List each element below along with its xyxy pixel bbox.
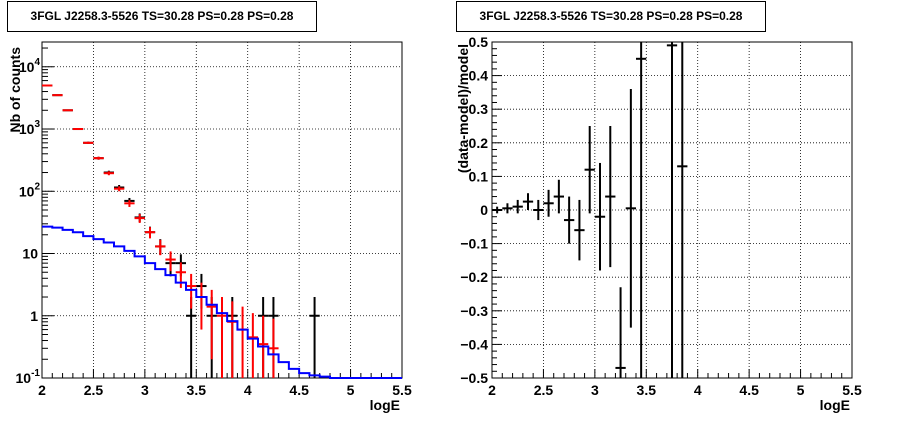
left-data-point <box>237 306 248 378</box>
right-y-tick-label: −0.4 <box>460 336 488 352</box>
right-data-point <box>625 89 636 328</box>
left-data-point <box>72 128 84 131</box>
left-x-tick-label: 5.5 <box>392 382 412 398</box>
left-y-tick-label: 102 <box>19 181 41 199</box>
right-x-tick-label: 3.5 <box>637 382 657 398</box>
right-y-tick-label: −0.1 <box>460 236 488 252</box>
right-data-point <box>615 287 626 378</box>
right-data-point <box>666 42 678 378</box>
right-data-point <box>512 199 523 214</box>
left-x-tick-label: 3 <box>141 382 149 398</box>
left-x-axis-label: logE <box>370 397 400 413</box>
right-data-point <box>553 179 564 214</box>
left-x-tick-label: 4 <box>244 382 252 398</box>
right-x-tick-label: 4 <box>694 382 702 398</box>
right-data-point <box>594 162 606 271</box>
right-data-point <box>502 203 513 214</box>
left-data-point <box>124 200 135 207</box>
right-x-axis-label: logE <box>820 397 850 413</box>
right-y-tick-label: −0.3 <box>460 303 488 319</box>
right-y-tick-label: 0 <box>480 202 488 218</box>
left-chart-title: 3FGL J2258.3-5526 TS=30.28 PS=0.28 PS=0.… <box>7 1 317 32</box>
left-data-point <box>175 262 186 288</box>
right-data-point <box>574 199 585 261</box>
right-x-tick-label: 2.5 <box>534 382 554 398</box>
left-data-point <box>114 186 125 192</box>
right-y-tick-label: 0.5 <box>469 34 489 50</box>
right-data-point <box>636 42 647 378</box>
right-y-tick-label: 0.3 <box>469 101 489 117</box>
left-data-point <box>247 313 258 378</box>
right-data-point <box>605 126 616 268</box>
right-data-point <box>564 196 575 244</box>
left-y-tick-label: 10 <box>22 246 38 262</box>
right-data-point <box>533 199 544 221</box>
left-data-point <box>103 171 114 176</box>
left-x-tick-label: 3.5 <box>187 382 207 398</box>
left-data-point <box>216 297 228 378</box>
left-data-point <box>186 297 197 378</box>
left-data-point <box>134 214 145 223</box>
left-data-point <box>186 273 197 309</box>
right-x-tick-label: 5.5 <box>842 382 862 398</box>
right-x-tick-label: 4.5 <box>739 382 759 398</box>
left-data-point <box>52 94 63 97</box>
left-data-point <box>42 84 53 87</box>
right-chart-title: 3FGL J2258.3-5526 TS=30.28 PS=0.28 PS=0.… <box>456 1 766 32</box>
left-data-point <box>268 318 279 378</box>
right-y-tick-label: 0.4 <box>469 68 489 84</box>
left-data-point <box>227 301 238 378</box>
right-data-point <box>677 42 688 378</box>
left-data-point <box>83 141 94 144</box>
left-model-step-line <box>42 225 402 379</box>
left-data-point <box>196 282 207 330</box>
right-y-tick-label: 0.1 <box>469 168 489 184</box>
left-data-point <box>206 289 217 360</box>
left-y-tick-label: 103 <box>19 119 41 137</box>
right-x-tick-label: 3 <box>591 382 599 398</box>
right-data-point <box>584 126 595 214</box>
left-y-axis-label: Nb of counts <box>7 47 23 133</box>
left-data-point <box>155 239 166 256</box>
left-y-tick-label: 1 <box>30 308 38 324</box>
left-y-tick-label: 104 <box>19 57 41 75</box>
left-x-tick-label: 2 <box>38 382 46 398</box>
left-data-point <box>93 156 104 160</box>
left-data-point <box>144 227 156 239</box>
right-data-point <box>543 189 554 217</box>
left-x-tick-label: 5 <box>347 382 355 398</box>
right-data-point <box>492 206 503 214</box>
left-y-tick-label: 10-1 <box>16 368 41 386</box>
right-y-tick-label: −0.5 <box>460 370 488 386</box>
left-data-point <box>309 297 320 378</box>
left-data-point <box>165 251 176 272</box>
right-y-tick-label: 0.2 <box>469 135 489 151</box>
left-data-point <box>62 109 73 112</box>
right-y-axis-label: (data-model)/model <box>455 44 471 173</box>
left-x-tick-label: 2.5 <box>84 382 104 398</box>
right-x-tick-label: 2 <box>488 382 496 398</box>
left-x-tick-label: 4.5 <box>289 382 309 398</box>
right-x-tick-label: 5 <box>797 382 805 398</box>
right-data-point <box>522 193 534 210</box>
right-y-tick-label: −0.2 <box>460 269 488 285</box>
